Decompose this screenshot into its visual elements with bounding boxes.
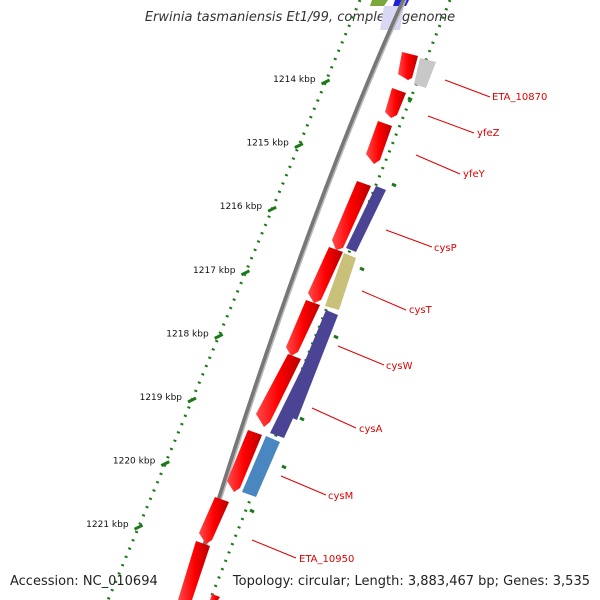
scale-tick-mark [294,142,304,149]
gene-feature-red-5[interactable] [227,430,262,492]
gene-feature-bottom-partial [210,594,220,600]
scale-tick-mark [214,333,224,340]
top-green-feature [370,0,388,6]
gene-label-yfey[interactable]: yfeY [463,169,486,180]
gene-feature-red-1[interactable] [332,181,371,250]
scale-tick-label: 1214 kbp [273,75,316,85]
scale-tick-mark [187,396,197,404]
scale-tick-mark [240,269,251,277]
gene-feature-yfey[interactable] [366,121,392,164]
gene-feature-eta10870[interactable] [398,52,418,80]
gene-feature-eta10870-partner[interactable] [414,58,436,88]
gene-feature-cysp[interactable] [346,186,386,252]
gene-feature-red-4[interactable] [256,354,301,427]
scale-tick-label: 1220 kbp [113,457,156,467]
inner-track-dashes [249,96,413,514]
map-title: Erwinia tasmaniensis Et1/99, complete ge… [144,10,456,25]
scale-tick-label: 1221 kbp [86,520,129,530]
scale-tick-label: 1219 kbp [140,393,183,403]
gene-label-yfez[interactable]: yfeZ [477,128,500,139]
gene-feature-cyst[interactable] [325,253,356,310]
gene-label-cysp[interactable]: cysP [434,243,457,254]
label-leader-lines [251,79,491,559]
gene-labels: ETA_10870 yfeZ yfeY cysP cysT cysW cysA … [299,92,547,565]
gene-feature-yfez[interactable] [385,88,406,118]
gene-label-eta10870[interactable]: ETA_10870 [492,92,547,103]
gene-label-cysm[interactable]: cysM [328,491,353,502]
genome-backbone-highlight [189,0,407,600]
genome-summary-text: Topology: circular; Length: 3,883,467 bp… [232,574,590,589]
scale-ticks: 1214 kbp 1215 kbp 1216 kbp 1217 kbp 1218 kbp… [86,75,331,531]
outer-dotted-track [106,0,362,600]
gene-label-cysw[interactable]: cysW [386,361,413,372]
accession-text: Accession: NC_010694 [10,574,158,589]
gene-feature-eta10950[interactable] [199,497,229,544]
scale-tick-mark [133,523,144,531]
scale-tick-label: 1216 kbp [220,202,263,212]
gene-features [178,52,436,600]
gene-label-cysa[interactable]: cysA [359,424,383,435]
gene-feature-red-6[interactable] [178,541,210,600]
scale-tick-mark [160,460,170,467]
genome-backbone [185,0,407,600]
scale-tick-label: 1218 kbp [166,329,209,339]
scale-tick-label: 1217 kbp [193,266,236,276]
gene-label-eta10950[interactable]: ETA_10950 [299,554,354,565]
scale-tick-label: 1215 kbp [246,139,289,149]
gene-feature-cysm[interactable] [242,436,280,497]
scale-tick-mark [267,205,277,213]
scale-tick-mark [320,78,331,86]
gene-label-cyst[interactable]: cysT [409,305,433,316]
gene-feature-red-3[interactable] [286,300,320,356]
gene-feature-red-2[interactable] [308,247,343,303]
gene-feature-cysa[interactable] [270,360,318,438]
